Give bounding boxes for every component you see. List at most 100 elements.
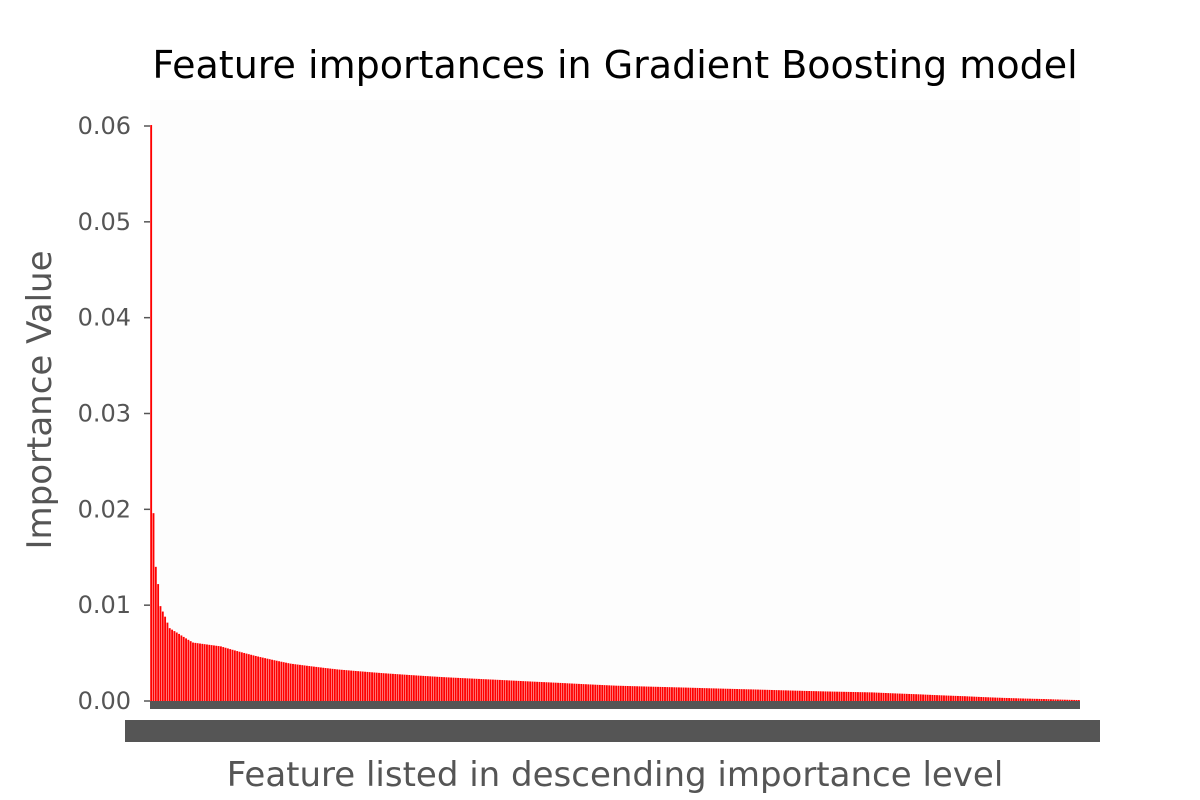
bar bbox=[870, 692, 873, 702]
bar bbox=[622, 685, 625, 701]
bar bbox=[766, 689, 769, 701]
bar bbox=[894, 693, 897, 701]
bar bbox=[533, 681, 536, 701]
bar bbox=[866, 692, 869, 701]
bar bbox=[926, 694, 929, 701]
bar bbox=[896, 693, 899, 701]
bar bbox=[840, 691, 843, 701]
bar bbox=[498, 679, 501, 701]
bar bbox=[603, 685, 606, 701]
bar bbox=[554, 682, 557, 701]
bar bbox=[350, 670, 353, 701]
bar bbox=[708, 688, 711, 701]
bar bbox=[1056, 699, 1059, 701]
bar bbox=[405, 674, 408, 701]
bar bbox=[296, 664, 299, 701]
bar bbox=[540, 682, 543, 701]
bar bbox=[968, 696, 971, 701]
bar bbox=[994, 697, 997, 701]
bar bbox=[829, 691, 831, 701]
bar bbox=[905, 693, 908, 701]
bar bbox=[203, 644, 206, 701]
bar bbox=[401, 674, 404, 701]
bar bbox=[845, 691, 848, 701]
bar bbox=[950, 695, 952, 701]
bar bbox=[445, 677, 448, 701]
bar bbox=[524, 681, 527, 701]
bar bbox=[743, 689, 745, 701]
bar bbox=[759, 689, 762, 701]
bar bbox=[822, 691, 825, 701]
bar bbox=[647, 686, 650, 701]
bar bbox=[1063, 699, 1066, 701]
bar bbox=[475, 678, 478, 701]
bar bbox=[585, 684, 587, 701]
bar bbox=[640, 686, 643, 701]
bar bbox=[629, 686, 632, 701]
bar bbox=[668, 687, 671, 701]
bar bbox=[154, 566, 157, 701]
bar bbox=[522, 681, 525, 701]
bar bbox=[192, 642, 194, 701]
bar bbox=[347, 670, 350, 701]
bar bbox=[610, 685, 613, 701]
bar bbox=[578, 683, 580, 701]
bar bbox=[789, 690, 792, 701]
bar bbox=[301, 665, 304, 701]
bar bbox=[659, 686, 662, 701]
bar bbox=[408, 674, 411, 701]
bar bbox=[857, 692, 859, 701]
bar bbox=[175, 632, 178, 701]
bar bbox=[371, 672, 373, 701]
bar bbox=[731, 688, 734, 701]
bar bbox=[231, 649, 234, 701]
bar bbox=[182, 636, 185, 701]
bar bbox=[724, 688, 727, 701]
bar bbox=[275, 660, 278, 701]
bar bbox=[1073, 699, 1076, 701]
bar bbox=[696, 687, 699, 701]
bar bbox=[591, 684, 594, 701]
bar bbox=[494, 679, 497, 701]
bar bbox=[157, 584, 160, 701]
bar bbox=[891, 693, 894, 701]
bar bbox=[215, 645, 218, 701]
bar bbox=[831, 691, 834, 701]
bar bbox=[598, 684, 601, 701]
bar bbox=[747, 689, 750, 701]
bar bbox=[712, 688, 715, 701]
bar bbox=[503, 680, 506, 701]
bar bbox=[278, 661, 280, 701]
bar bbox=[929, 694, 931, 701]
bar bbox=[915, 694, 918, 701]
bar bbox=[715, 688, 718, 701]
bar bbox=[396, 674, 399, 701]
bar bbox=[654, 686, 657, 701]
bar bbox=[582, 684, 585, 701]
bar bbox=[289, 663, 292, 702]
bar bbox=[1050, 699, 1052, 701]
bar bbox=[436, 676, 439, 701]
bar bbox=[257, 656, 260, 701]
bar bbox=[701, 688, 704, 701]
bar bbox=[761, 689, 764, 701]
bar bbox=[664, 687, 666, 701]
bar bbox=[671, 687, 673, 701]
bar bbox=[1012, 698, 1015, 701]
bar bbox=[938, 695, 941, 701]
bar bbox=[454, 677, 457, 701]
bar bbox=[673, 687, 676, 701]
bar bbox=[1036, 698, 1038, 701]
bar bbox=[884, 693, 887, 701]
bar bbox=[201, 643, 204, 701]
bar bbox=[1017, 698, 1020, 701]
bar bbox=[819, 691, 822, 701]
bar bbox=[740, 689, 743, 701]
bar bbox=[571, 683, 573, 701]
bar bbox=[645, 686, 648, 701]
bar bbox=[661, 686, 664, 701]
bar bbox=[526, 681, 529, 701]
bar bbox=[852, 692, 855, 701]
bar bbox=[510, 680, 513, 701]
bar bbox=[924, 694, 927, 701]
